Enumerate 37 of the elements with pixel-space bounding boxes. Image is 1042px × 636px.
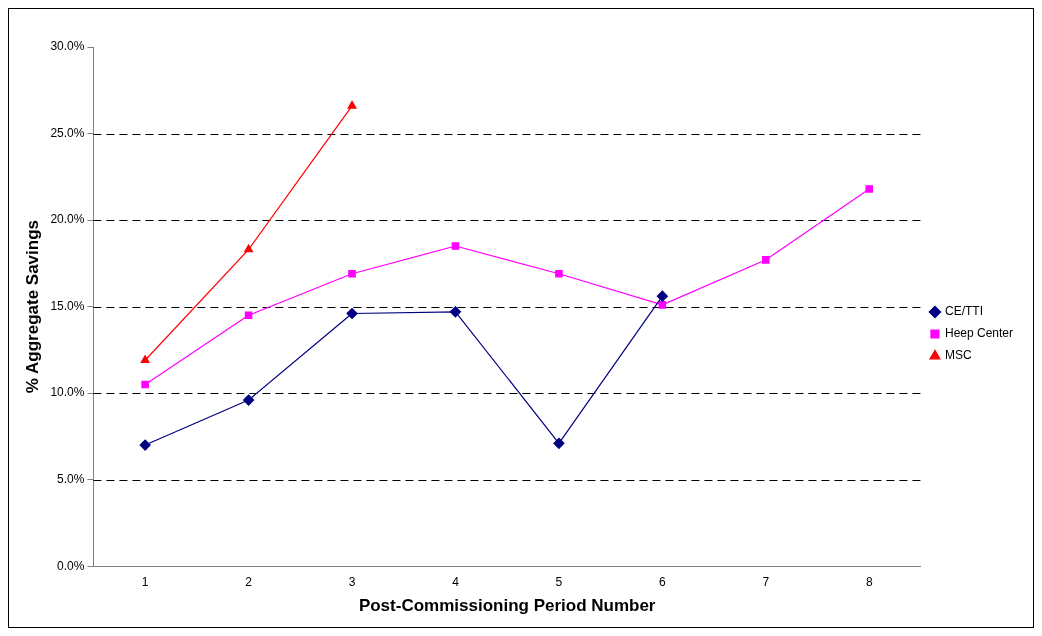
point bbox=[865, 185, 874, 193]
x-tick-label: 2 bbox=[245, 574, 253, 589]
point bbox=[139, 439, 151, 451]
point bbox=[346, 307, 358, 320]
point bbox=[762, 256, 770, 264]
legend-label: MSC bbox=[944, 348, 972, 363]
x-tick-label: 3 bbox=[348, 574, 356, 589]
point bbox=[244, 311, 253, 320]
point bbox=[449, 306, 462, 318]
y-tick-label: 30.0% bbox=[50, 39, 85, 54]
y-tick-label: 0.0% bbox=[57, 558, 85, 573]
legend-label: CE/TTI bbox=[944, 304, 983, 319]
point bbox=[553, 437, 565, 449]
x-tick-label: 4 bbox=[452, 574, 460, 589]
point bbox=[451, 242, 460, 250]
y-axis-title: % Aggregate Savings bbox=[22, 220, 42, 394]
y-tick-label: 15.0% bbox=[50, 298, 85, 313]
y-tick-label: 25.0% bbox=[50, 125, 85, 140]
point bbox=[658, 301, 667, 309]
x-tick-label: 1 bbox=[141, 574, 149, 589]
point bbox=[141, 380, 149, 389]
y-tick-label: 10.0% bbox=[50, 385, 85, 400]
point bbox=[347, 100, 357, 109]
point bbox=[555, 269, 563, 278]
point bbox=[242, 394, 255, 406]
point bbox=[244, 244, 254, 253]
y-tick-label: 20.0% bbox=[50, 212, 85, 227]
x-axis-title: Post-Commissioning Period Number bbox=[358, 596, 656, 616]
point bbox=[656, 290, 668, 302]
y-tick-label: 5.0% bbox=[57, 471, 85, 486]
point bbox=[348, 269, 356, 278]
x-tick-label: 8 bbox=[865, 574, 873, 589]
legend-label: Heep Center bbox=[944, 326, 1014, 341]
x-tick-label: 5 bbox=[555, 574, 563, 589]
point bbox=[140, 355, 150, 364]
x-tick-label: 6 bbox=[659, 574, 667, 589]
x-tick-label: 7 bbox=[762, 574, 770, 589]
